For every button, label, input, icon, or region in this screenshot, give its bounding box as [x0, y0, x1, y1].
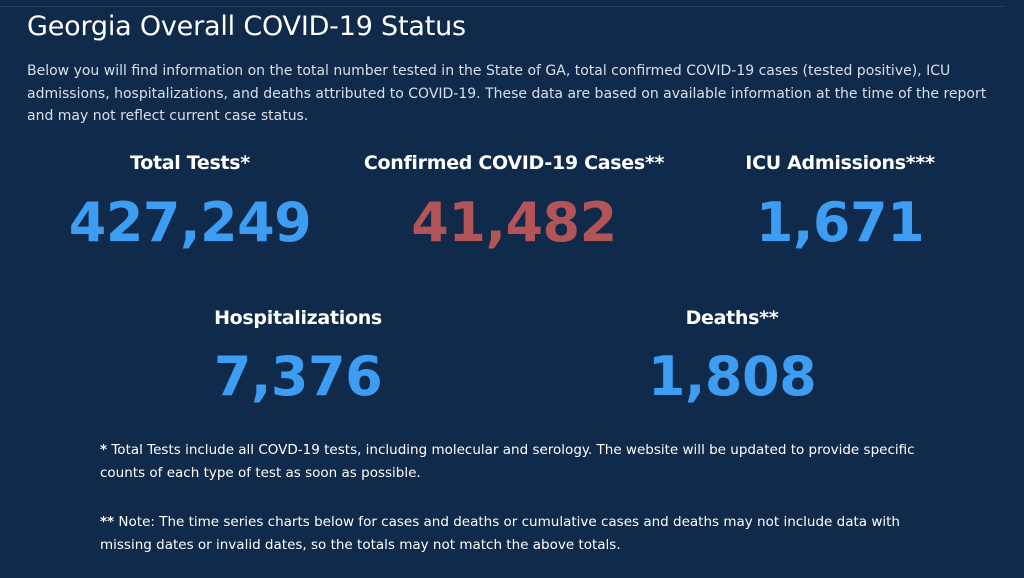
icu-admissions-label: ICU Admissions*** [745, 152, 935, 174]
footnote-total-tests: * Total Tests include all COVD-19 tests,… [100, 439, 920, 485]
deaths-value: 1,808 [647, 345, 817, 408]
deaths-label: Deaths** [685, 307, 779, 329]
footnote-time-series-text: Note: The time series charts below for c… [100, 514, 900, 553]
total-tests-label: Total Tests* [130, 152, 250, 174]
hospitalizations-label: Hospitalizations [214, 307, 382, 329]
footnote-mark-single: * [100, 442, 108, 458]
icu-admissions-value: 1,671 [755, 191, 925, 254]
footnote-mark-double: ** [100, 514, 115, 530]
footnote-total-tests-text: Total Tests include all COVD-19 tests, i… [100, 442, 915, 481]
confirmed-cases-value: 41,482 [411, 191, 617, 254]
total-tests-value: 427,249 [68, 191, 312, 254]
confirmed-cases-label: Confirmed COVID-19 Cases** [363, 152, 665, 174]
intro-paragraph: Below you will find information on the t… [27, 63, 987, 124]
hospitalizations-value: 7,376 [213, 345, 383, 408]
footnote-time-series: ** Note: The time series charts below fo… [100, 511, 920, 557]
page-title: Georgia Overall COVID-19 Status [27, 11, 466, 42]
top-divider [0, 6, 1004, 7]
